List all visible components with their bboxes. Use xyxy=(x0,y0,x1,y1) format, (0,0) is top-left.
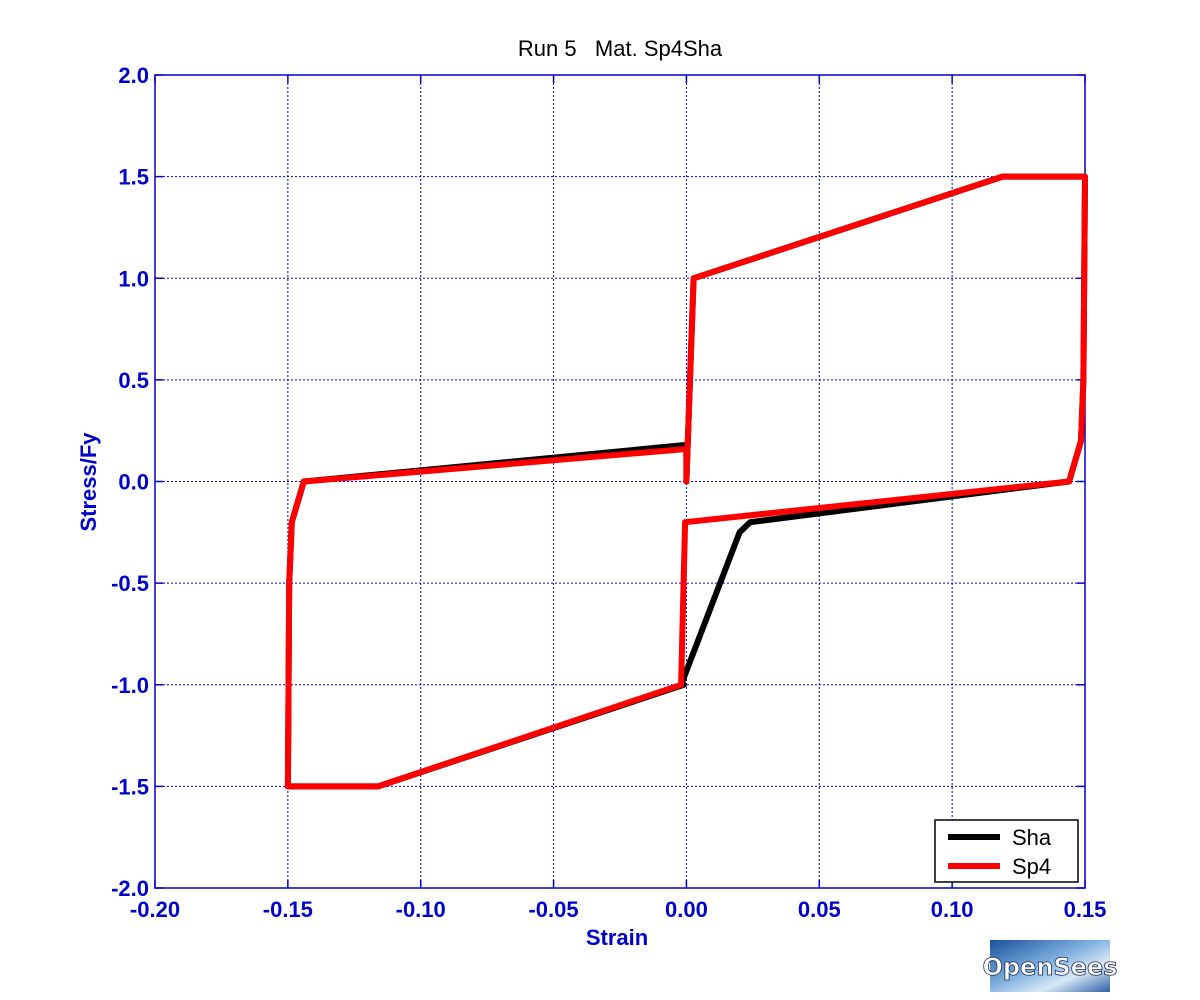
legend-box xyxy=(934,819,1079,883)
x-tick-label: 0.15 xyxy=(1064,897,1107,922)
logo-text: OpenSees xyxy=(982,953,1117,981)
legend-label-sp4: Sp4 xyxy=(1012,854,1051,879)
chart-title: Run 5 Mat. Sp4Sha xyxy=(518,36,723,61)
y-tick-label: -1.0 xyxy=(111,673,149,698)
y-tick-label: -0.5 xyxy=(111,571,149,596)
x-axis: -0.20 -0.15 -0.10 -0.05 0.00 0.05 0.10 0.15 xyxy=(130,75,1106,922)
legend-label-sha: Sha xyxy=(1012,825,1052,850)
legend: Sha Sp4 xyxy=(934,819,1079,883)
y-tick-label: -2.0 xyxy=(111,876,149,901)
x-tick-label: -0.20 xyxy=(130,897,180,922)
y-tick-label: -1.5 xyxy=(111,774,149,799)
x-axis-label: Strain xyxy=(586,925,648,950)
series-lines xyxy=(284,173,1088,790)
x-tick-label: 0.10 xyxy=(931,897,974,922)
y-axis: -2.0 -1.5 -1.0 -0.5 0.0 0.5 1.0 1.5 2.0 xyxy=(111,63,1085,901)
y-tick-label: 1.0 xyxy=(118,266,149,291)
x-tick-label: -0.15 xyxy=(263,897,313,922)
y-axis-label: Stress/Fy xyxy=(76,432,101,532)
series-line-sp4 xyxy=(284,173,1088,790)
y-tick-label: 0.5 xyxy=(118,368,149,393)
x-tick-label: -0.10 xyxy=(396,897,446,922)
opensees-logo: OpenSees xyxy=(982,940,1118,992)
y-tick-label: 1.5 xyxy=(118,165,149,190)
x-tick-label: 0.05 xyxy=(798,897,841,922)
y-tick-label: 0.0 xyxy=(118,470,149,495)
x-tick-label: -0.05 xyxy=(528,897,578,922)
x-tick-label: 0.00 xyxy=(665,897,708,922)
y-tick-label: 2.0 xyxy=(118,63,149,88)
